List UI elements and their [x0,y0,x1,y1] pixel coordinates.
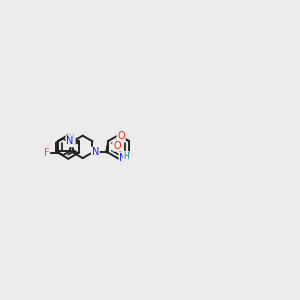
Text: N: N [66,136,74,146]
Text: O: O [113,141,121,151]
Text: H: H [68,134,74,143]
Text: O: O [117,131,125,141]
Text: N: N [92,148,99,158]
Text: F: F [44,148,50,158]
Text: N: N [68,136,75,147]
Text: H: H [123,152,129,161]
Text: N: N [119,153,127,163]
